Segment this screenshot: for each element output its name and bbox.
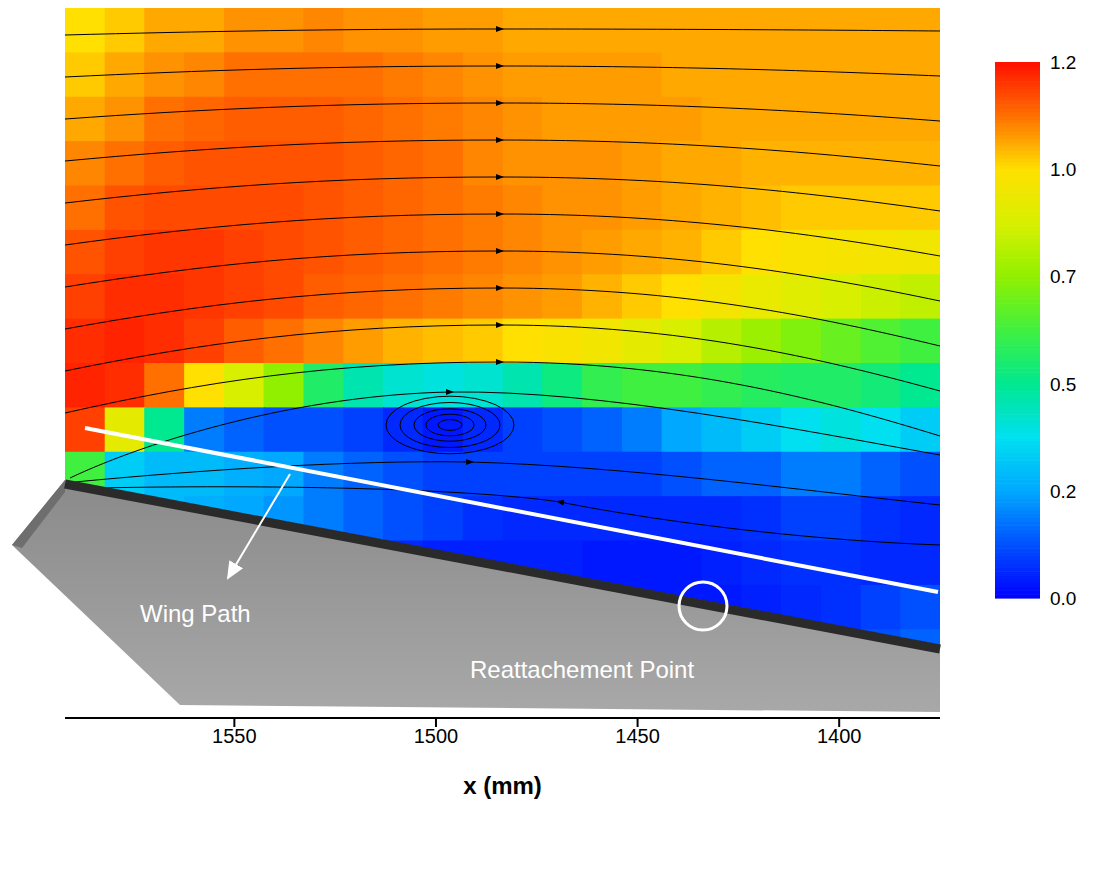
svg-text:1.0: 1.0 xyxy=(1050,159,1076,180)
svg-text:Wing Path: Wing Path xyxy=(140,600,251,627)
svg-text:1.2: 1.2 xyxy=(1050,52,1076,73)
svg-text:1550: 1550 xyxy=(212,725,257,747)
svg-text:0.5: 0.5 xyxy=(1050,374,1076,395)
svg-text:1450: 1450 xyxy=(615,725,660,747)
svg-text:0.2: 0.2 xyxy=(1050,481,1076,502)
svg-text:1500: 1500 xyxy=(414,725,459,747)
svg-text:0.7: 0.7 xyxy=(1050,266,1076,287)
svg-text:x (mm): x (mm) xyxy=(463,772,542,799)
svg-text:0.0: 0.0 xyxy=(1050,588,1076,609)
svg-text:Reattachement Point: Reattachement Point xyxy=(470,656,694,683)
svg-text:1400: 1400 xyxy=(817,725,862,747)
